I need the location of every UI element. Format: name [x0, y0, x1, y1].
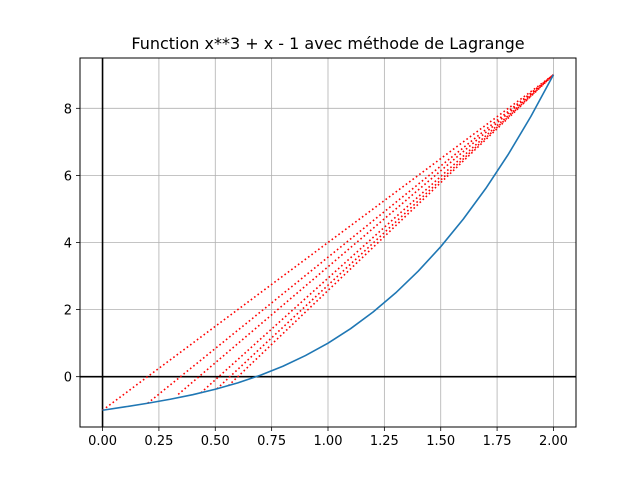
- secant-lines: [102, 74, 555, 411]
- reference-lines: [80, 58, 576, 427]
- y-tick-label: 6: [64, 169, 72, 184]
- x-tick-label: 1.00: [314, 434, 343, 449]
- grid: [80, 58, 576, 427]
- y-tick-label: 0: [64, 371, 72, 386]
- function-curve-group: [102, 74, 555, 412]
- x-tick-label: 0.00: [88, 434, 117, 449]
- x-tick-label: 0.50: [201, 434, 230, 449]
- secant-line: [227, 74, 555, 387]
- function-curve: [102, 74, 555, 412]
- secant-line: [216, 74, 555, 390]
- y-tick-label: 4: [64, 237, 72, 252]
- x-tick-label: 2.00: [539, 434, 568, 449]
- secant-line: [147, 74, 554, 404]
- secant-line: [102, 74, 554, 411]
- y-tick-label: 8: [64, 102, 72, 117]
- y-tick-label: 2: [64, 304, 72, 319]
- x-tick-label: 0.75: [257, 434, 286, 449]
- x-tick-label: 0.25: [144, 434, 173, 449]
- x-axis-ticks: 0.00 0.25 0.50 0.75 1.00 1.25 1.50 1.75 2.00: [88, 427, 568, 449]
- x-tick-label: 1.25: [370, 434, 399, 449]
- secant-line: [200, 74, 554, 394]
- x-tick-label: 1.50: [426, 434, 455, 449]
- chart-title: Function x**3 + x - 1 avec méthode de La…: [131, 34, 524, 53]
- x-tick-label: 1.75: [483, 434, 512, 449]
- y-axis-ticks: 0 2 4 6 8: [64, 102, 80, 386]
